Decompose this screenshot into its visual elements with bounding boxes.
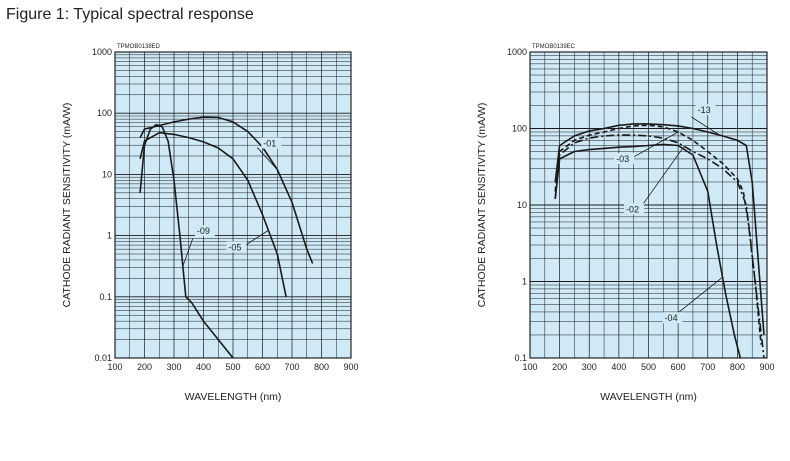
x-tick-label: 100 xyxy=(107,362,122,372)
y-axis-label: CATHODE RADIANT SENSITIVITY (mA/W) xyxy=(61,103,73,308)
series-label: -04 xyxy=(665,313,678,323)
series-label-bg xyxy=(695,104,716,116)
y-tick-label: 1 xyxy=(522,277,527,287)
series-line xyxy=(139,123,234,359)
x-tick-label: 400 xyxy=(611,362,626,372)
series-callout-line xyxy=(627,131,679,161)
x-tick-label: 200 xyxy=(552,362,567,372)
y-tick-label: 1000 xyxy=(507,47,527,57)
x-tick-label: 600 xyxy=(255,362,270,372)
x-tick-label: 200 xyxy=(137,362,152,372)
x-tick-label: 700 xyxy=(284,362,299,372)
series-label: -01 xyxy=(263,139,276,149)
series-label: -02 xyxy=(626,204,639,214)
chart-code-label: TPMOB0138ED xyxy=(117,44,161,50)
y-tick-label: 1000 xyxy=(92,47,112,57)
y-tick-label: 0.1 xyxy=(514,353,527,363)
series-label: -05 xyxy=(228,242,241,252)
x-axis-label: WAVELENGTH (nm) xyxy=(600,391,697,403)
series-label-bg xyxy=(261,137,282,149)
x-axis-label: WAVELENGTH (nm) xyxy=(185,391,282,403)
x-tick-label: 400 xyxy=(196,362,211,372)
series-label-bg xyxy=(662,312,683,324)
series-callout-line xyxy=(256,147,278,170)
y-tick-label: 100 xyxy=(512,124,527,134)
series-label-bg xyxy=(226,241,247,253)
y-tick-label: 10 xyxy=(102,169,112,179)
x-tick-label: 100 xyxy=(522,362,537,372)
x-tick-label: 300 xyxy=(166,362,181,372)
series-callout-line xyxy=(182,238,194,267)
series-label-bg xyxy=(614,153,635,165)
series-callout-line xyxy=(672,276,723,318)
x-tick-label: 900 xyxy=(343,362,358,372)
x-tick-label: 700 xyxy=(700,362,715,372)
x-tick-label: 800 xyxy=(314,362,329,372)
chart-code-label: TPMOB0139EC xyxy=(532,44,576,50)
series-line xyxy=(139,131,287,297)
y-tick-label: 0.01 xyxy=(94,353,112,363)
series-callout-line xyxy=(639,146,685,209)
y-tick-label: 10 xyxy=(517,200,527,210)
series-line xyxy=(139,116,314,264)
y-tick-label: 1 xyxy=(107,231,112,241)
series-line xyxy=(554,123,765,336)
series-label: -03 xyxy=(616,154,629,164)
series-label-bg xyxy=(624,203,645,215)
x-tick-label: 900 xyxy=(759,362,774,372)
x-tick-label: 500 xyxy=(225,362,240,372)
x-tick-label: 300 xyxy=(582,362,597,372)
x-tick-label: 500 xyxy=(641,362,656,372)
plot-frame xyxy=(529,51,768,359)
x-tick-label: 800 xyxy=(730,362,745,372)
series-label-bg xyxy=(194,225,215,237)
series-line xyxy=(554,143,742,359)
y-tick-label: 0.1 xyxy=(99,292,112,302)
figure-title: Figure 1: Typical spectral response xyxy=(6,6,254,23)
y-axis-label: CATHODE RADIANT SENSITIVITY (mA/W) xyxy=(476,103,488,308)
series-label: -13 xyxy=(698,105,711,115)
series-label: -09 xyxy=(197,226,210,236)
x-tick-label: 600 xyxy=(671,362,686,372)
series-callout-line xyxy=(691,116,720,136)
y-tick-label: 100 xyxy=(97,108,112,118)
